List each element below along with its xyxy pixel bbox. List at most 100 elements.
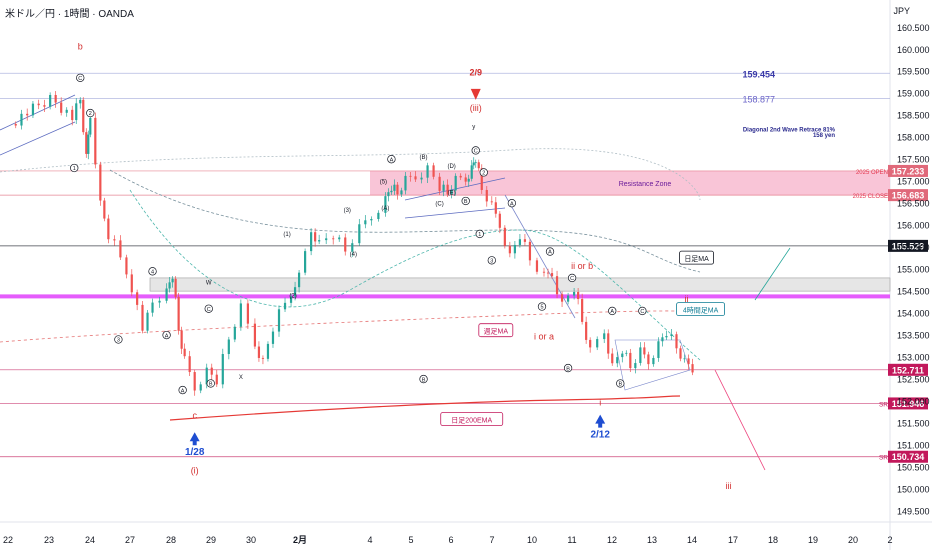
wave-label-red-3: ii or b bbox=[571, 261, 593, 271]
price-tag-5: 152.711 bbox=[892, 365, 924, 375]
candle-body bbox=[480, 168, 483, 190]
y-tick-5: 152.000 bbox=[897, 397, 930, 407]
y-tick-17: 158.000 bbox=[897, 133, 930, 143]
wave-circle-label-17: C bbox=[570, 276, 574, 282]
y-tick-10: 154.500 bbox=[897, 287, 930, 297]
candle-body bbox=[454, 175, 457, 191]
candle-body bbox=[54, 94, 57, 103]
candle-body bbox=[589, 339, 592, 348]
wave-label-dark-12: X bbox=[239, 375, 243, 381]
wave-circle-3 bbox=[148, 267, 157, 276]
x-tick-2: 24 bbox=[85, 535, 95, 545]
price-tag-bg-2 bbox=[888, 164, 928, 177]
wave-circle-20 bbox=[638, 306, 647, 316]
candle-body bbox=[277, 309, 281, 332]
candle-body bbox=[193, 372, 196, 391]
callout-box-0 bbox=[679, 250, 714, 265]
candle-body bbox=[675, 334, 678, 349]
wave-label-dark-11: W bbox=[206, 281, 212, 287]
annotation-4: SR bbox=[879, 401, 888, 408]
wave-circle-10 bbox=[479, 168, 488, 177]
candle-body bbox=[494, 202, 497, 214]
x-tick-5: 29 bbox=[206, 535, 216, 545]
candle-body bbox=[257, 346, 261, 358]
candle-body bbox=[253, 323, 257, 347]
candle-body bbox=[470, 165, 473, 179]
candle-body bbox=[146, 312, 149, 331]
wave-circle-label-22: A bbox=[390, 157, 394, 163]
x-tick-15: 13 bbox=[647, 535, 657, 545]
candle-body bbox=[94, 117, 97, 165]
candle-body bbox=[621, 353, 624, 358]
x-tick-13: 11 bbox=[567, 535, 576, 545]
candle-body bbox=[99, 164, 102, 201]
candle-body bbox=[358, 224, 361, 244]
wave-label-red-1: 2/9 bbox=[469, 68, 482, 78]
wave-label-red-5: c bbox=[192, 411, 197, 421]
ma-daily bbox=[109, 169, 701, 273]
channel-left bbox=[0, 94, 76, 156]
candle-body bbox=[246, 303, 249, 324]
wave-circle-14 bbox=[487, 256, 496, 265]
price-tag-3: 156.683 bbox=[892, 191, 925, 201]
candle-body bbox=[151, 302, 154, 313]
wave-circle-9 bbox=[471, 146, 480, 155]
price-tag-bg-3 bbox=[888, 189, 928, 202]
wave-circle-label-2: 1 bbox=[73, 166, 76, 172]
candle-body bbox=[503, 227, 506, 246]
y-tick-15: 157.000 bbox=[897, 177, 930, 187]
annotation-2: Diagonal 2nd Wave Retrace 81% bbox=[743, 127, 836, 133]
candle-body bbox=[370, 219, 373, 221]
candle-body bbox=[310, 232, 313, 252]
candle-body bbox=[528, 241, 532, 261]
wave-circle-21 bbox=[616, 379, 625, 388]
candle-body bbox=[625, 352, 628, 354]
candle-body bbox=[611, 353, 614, 364]
candle-body bbox=[585, 321, 588, 340]
candle-body bbox=[409, 175, 412, 177]
x-tick-9: 5 bbox=[408, 535, 413, 545]
candle-body bbox=[205, 367, 208, 385]
wave-circle-label-8: C bbox=[207, 307, 211, 313]
wave-circle-22 bbox=[387, 155, 396, 164]
wave-label-dark-4: (3) bbox=[344, 208, 351, 214]
wave-circle-8 bbox=[204, 304, 213, 313]
x-tick-20: 20 bbox=[848, 535, 858, 545]
x-tick-21: 2 bbox=[887, 535, 892, 545]
diagonal-down bbox=[504, 194, 576, 319]
wave-circle-label-3: 4 bbox=[151, 270, 154, 276]
candle-body bbox=[450, 190, 453, 195]
wave-circle-13 bbox=[507, 199, 517, 208]
y-tick-6: 152.500 bbox=[897, 375, 930, 385]
candle-body bbox=[297, 272, 301, 288]
candle-body bbox=[420, 177, 423, 180]
price-tag-bg-4 bbox=[888, 239, 928, 252]
candle-body bbox=[141, 304, 144, 331]
candle-body bbox=[542, 271, 546, 273]
price-tag-bg-6 bbox=[888, 397, 928, 410]
candle-body bbox=[670, 334, 673, 336]
candle-body bbox=[199, 384, 202, 391]
wave-circle-label-7: A bbox=[165, 333, 169, 339]
wave-label-dark-9: (4) bbox=[350, 252, 357, 258]
candle-body bbox=[393, 184, 396, 191]
ema-200-daily bbox=[169, 395, 681, 421]
y-tick-12: 155.500 bbox=[897, 243, 930, 253]
wave-circle-19 bbox=[608, 306, 617, 316]
wave-label-red-4: i or a bbox=[534, 331, 554, 341]
wave-circle-label-15: A bbox=[548, 250, 552, 256]
wave-circle-5 bbox=[178, 385, 187, 395]
candle-body bbox=[432, 165, 435, 177]
candle-body bbox=[183, 348, 186, 357]
wave-label-dark-10: (2) bbox=[289, 294, 296, 300]
candle-body bbox=[125, 257, 128, 275]
wave-circle-label-4: 3 bbox=[117, 338, 120, 344]
level-label-1: 158.877 bbox=[742, 95, 775, 105]
candle-body bbox=[113, 239, 116, 241]
price-tag-6: 151.946 bbox=[892, 399, 925, 409]
x-tick-3: 27 bbox=[125, 535, 135, 545]
wave-circle-label-0: C bbox=[78, 76, 82, 82]
y-tick-3: 151.000 bbox=[897, 441, 930, 451]
resistance-zone-label: Resistance Zone bbox=[619, 181, 672, 188]
